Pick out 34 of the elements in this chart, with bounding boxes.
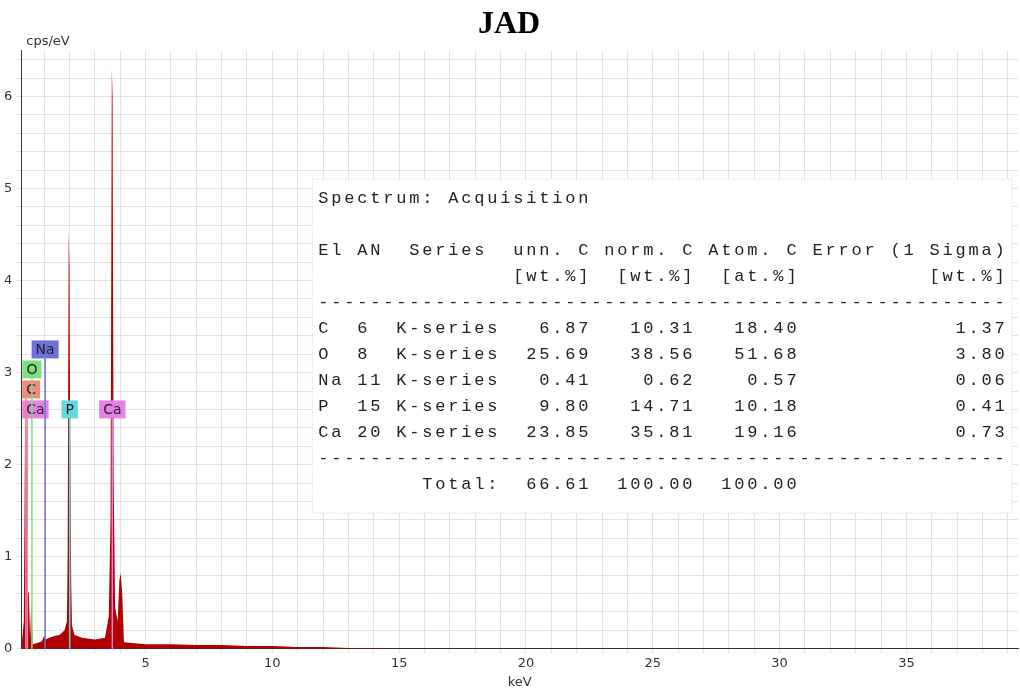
annotation: P 15 K-series 9.80 14.71 10.18 0.41 — [318, 396, 1008, 416]
ref-line-label: O — [26, 361, 38, 378]
x-tick-label: 20 — [517, 654, 535, 670]
annotation: Spectrum: Acquisition — [318, 188, 592, 208]
y-tick-label: 6 — [3, 87, 13, 103]
y-axis-title: cps/eV — [26, 33, 70, 49]
x-tick-label: 10 — [264, 654, 281, 670]
x-axis-title: keV — [507, 673, 532, 689]
annotation: C 6 K-series 6.87 10.31 18.40 1.37 — [318, 318, 1008, 338]
x-tick-label: 15 — [390, 654, 408, 670]
y-tick-label: 1 — [3, 548, 13, 564]
ref-line-label: Ca — [26, 401, 45, 418]
annotation: ----------------------------------------------------- — [318, 448, 1008, 468]
annotation: O 8 K-series 25.69 38.56 51.68 3.80 — [318, 344, 1008, 364]
y-tick-label: 4 — [3, 271, 13, 287]
x-tick-label: 5 — [141, 654, 150, 670]
y-tick-label: 3 — [3, 363, 13, 379]
ref-line-label: Ca — [103, 401, 122, 418]
annotation: Total: 66.61 100.00 100.00 — [318, 474, 800, 494]
y-tick-label: 0 — [3, 640, 13, 656]
ref-line-label: P — [65, 401, 74, 418]
annotation: Na 11 K-series 0.41 0.62 0.57 0.06 — [318, 370, 1008, 390]
chart-title: JAD — [477, 4, 541, 41]
annotation: ----------------------------------------------------- — [318, 292, 1008, 312]
y-tick-label: 2 — [3, 456, 13, 472]
annotation: El AN Series unn. C norm. C Atom. C Error (1 Sigma) — [318, 240, 1008, 260]
ref-line-label: C — [26, 381, 37, 398]
x-tick-label: 30 — [771, 654, 788, 670]
x-tick-label: 35 — [898, 654, 915, 670]
y-tick-label: 5 — [3, 179, 13, 195]
ref-line-label: Na — [35, 341, 55, 358]
annotation: [wt.%] [wt.%] [at.%] [wt.%] — [318, 266, 1008, 286]
annotation: Ca 20 K-series 23.85 35.81 19.16 0.73 — [318, 422, 1008, 442]
x-tick-label: 25 — [644, 654, 662, 670]
